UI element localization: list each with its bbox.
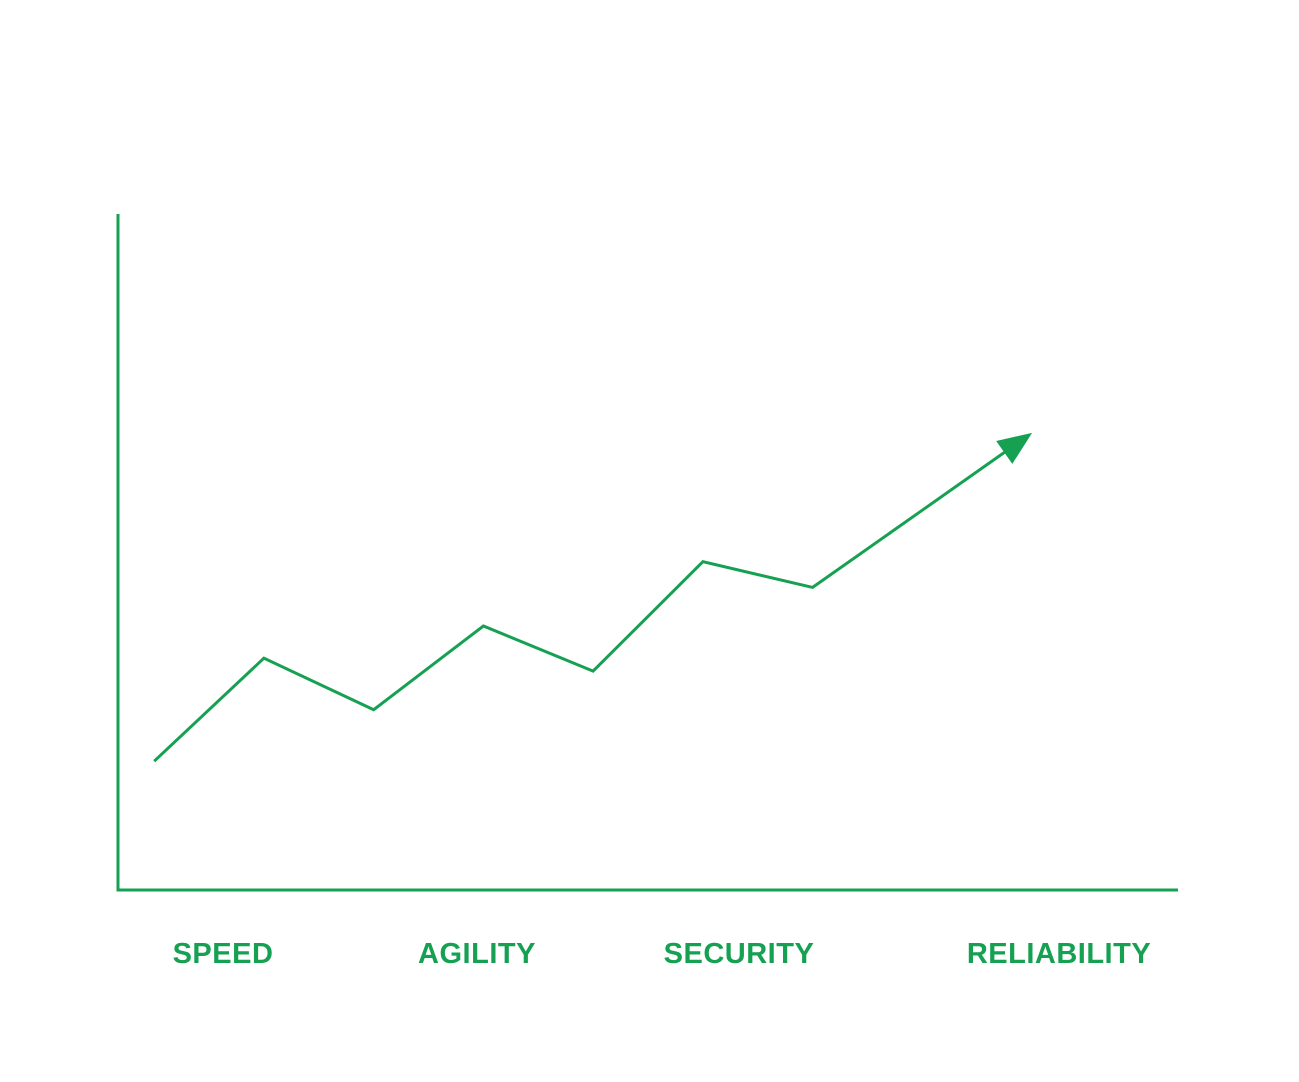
category-labels: SPEED AGILITY SECURITY RELIABILITY [173, 938, 1151, 970]
category-label-agility: AGILITY [418, 938, 536, 970]
series-line [153, 443, 1017, 763]
category-label-security: SECURITY [664, 938, 815, 970]
category-label-speed: SPEED [173, 938, 274, 970]
series-group [153, 432, 1033, 763]
arrowhead-marker [996, 432, 1033, 464]
category-label-reliability: RELIABILITY [967, 938, 1151, 970]
